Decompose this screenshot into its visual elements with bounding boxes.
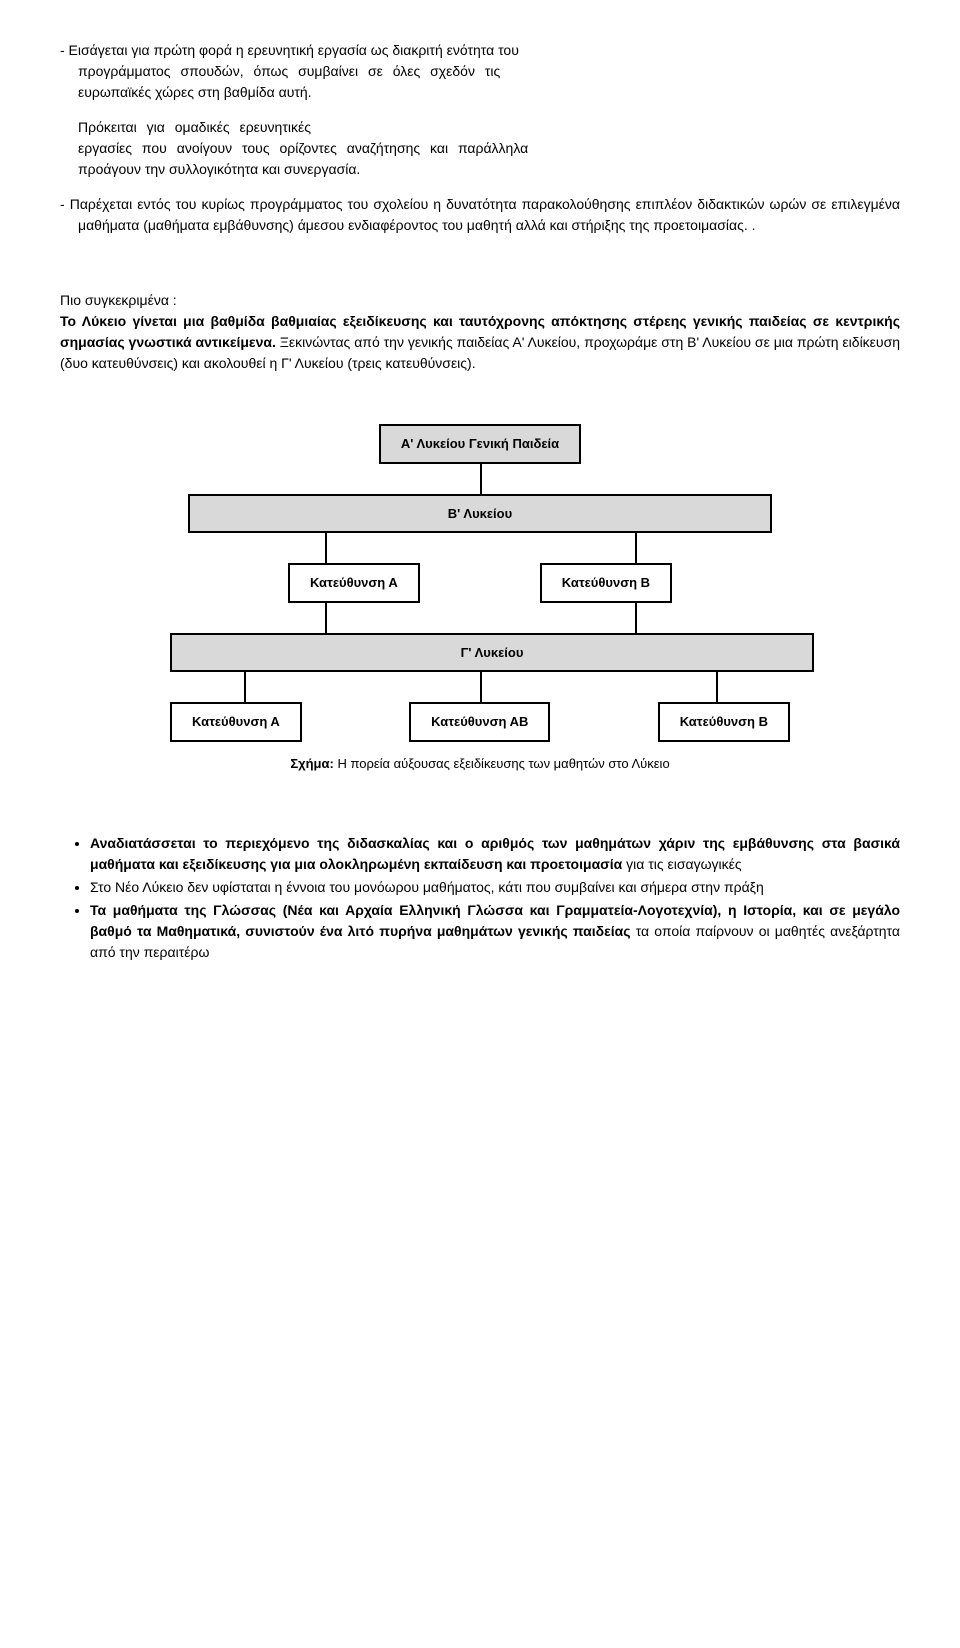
box-c-direction-ab: Κατεύθυνση ΑΒ: [409, 702, 550, 742]
caption-text: Η πορεία αύξουσας εξειδίκευσης των μαθητ…: [334, 756, 670, 771]
intro-bullet-3: - Παρέχεται εντός του κυρίως προγράμματο…: [60, 194, 900, 236]
p1-line2: προγράμματος σπουδών, όπως συμβαίνει σε …: [78, 61, 500, 82]
box-c-lykeio: Γ' Λυκείου: [170, 633, 814, 673]
box-a-lykeio: Α' Λυκείου Γενική Παιδεία: [379, 424, 581, 464]
bullet-1-bold: Αναδιατάσσεται το περιεχόμενο της διδασκ…: [90, 835, 900, 872]
box-b-lykeio: Β' Λυκείου: [188, 494, 772, 534]
connector-2: [170, 533, 790, 563]
p2-line3: προάγουν την συλλογικότητα και συνεργασί…: [78, 161, 360, 177]
bullet-1-rest: για τις εισαγωγικές: [622, 856, 741, 872]
bullet-1: Αναδιατάσσεται το περιεχόμενο της διδασκ…: [90, 833, 900, 875]
bottom-bullet-list: Αναδιατάσσεται το περιεχόμενο της διδασκ…: [60, 833, 900, 963]
box-c-direction-a: Κατεύθυνση Α: [170, 702, 302, 742]
connector-3: [170, 603, 790, 633]
diagram-caption: Σχήμα: Η πορεία αύξουσας εξειδίκευσης τω…: [170, 754, 790, 774]
connector-4: [170, 672, 790, 702]
box-b-direction-a: Κατεύθυνση Α: [288, 563, 420, 603]
caption-label: Σχήμα:: [290, 756, 334, 771]
bullet-2: Στο Νέο Λύκειο δεν υφίσταται η έννοια το…: [90, 877, 900, 898]
box-c-direction-b: Κατεύθυνση Β: [658, 702, 790, 742]
intro-para-2: Πρόκειται για ομαδικές ερευνητικές εργασ…: [60, 117, 900, 180]
detail-intro: Πιο συγκεκριμένα :: [60, 292, 177, 308]
progression-diagram: Α' Λυκείου Γενική Παιδεία Β' Λυκείου Κατ…: [170, 424, 790, 773]
p1-line3: ευρωπαϊκές χώρες στη βαθμίδα αυτή.: [78, 82, 312, 103]
p2-line2: εργασίες που ανοίγουν τους ορίζοντες ανα…: [78, 140, 528, 156]
p1-line1: - Εισάγεται για πρώτη φορά η ερευνητική …: [60, 42, 519, 58]
intro-bullet-1: - Εισάγεται για πρώτη φορά η ερευνητική …: [60, 40, 900, 103]
detail-para: Πιο συγκεκριμένα : Το Λύκειο γίνεται μια…: [60, 290, 900, 374]
p2-line1: Πρόκειται για ομαδικές ερευνητικές: [78, 119, 311, 135]
bullet-3: Τα μαθήματα της Γλώσσας (Νέα και Αρχαία …: [90, 900, 900, 963]
connector-1: [170, 464, 790, 494]
box-b-direction-b: Κατεύθυνση Β: [540, 563, 672, 603]
